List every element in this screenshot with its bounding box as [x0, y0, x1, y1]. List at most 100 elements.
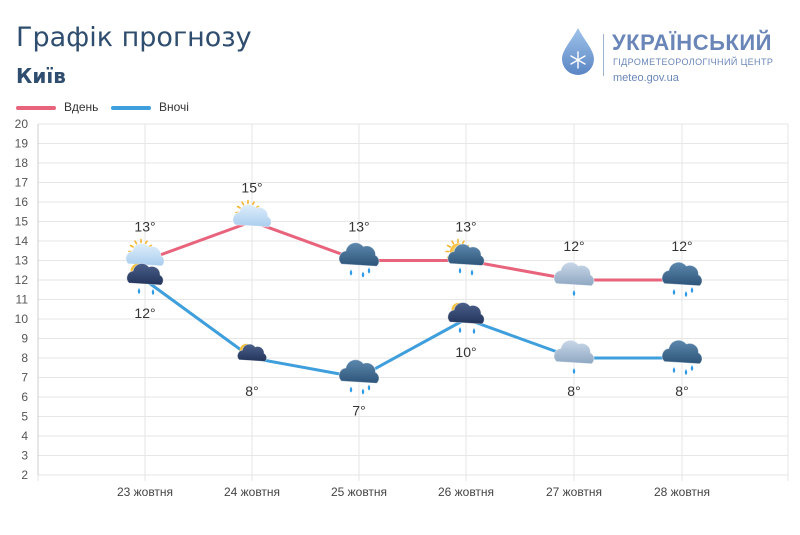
- night-value-label: 8°: [567, 383, 580, 399]
- y-tick-label: 10: [15, 312, 29, 326]
- y-tick-label: 13: [15, 254, 29, 268]
- y-tick-label: 7: [21, 371, 28, 385]
- moon-rain-cloud-icon: [447, 302, 485, 334]
- logo-subtitle: ГІДРОМЕТЕОРОЛОГІЧНИЙ ЦЕНТР: [613, 57, 774, 67]
- rain-drop: [361, 388, 365, 395]
- light-rain-cloud-icon: [553, 261, 595, 296]
- sun-ray: [461, 240, 465, 245]
- night-value-label: 12°: [134, 305, 155, 321]
- x-tick-label: 24 жовтня: [224, 485, 280, 499]
- legend-swatch-night: [111, 106, 151, 110]
- y-tick-label: 17: [15, 176, 29, 190]
- rain-drop: [572, 290, 576, 296]
- night-value-label: 8°: [675, 383, 688, 399]
- y-tick-label: 12: [15, 273, 29, 287]
- cloud-shape: [338, 359, 380, 384]
- rain-cloud-icon: [661, 261, 703, 297]
- series-line-day: [143, 220, 684, 282]
- day-value-label: 12°: [563, 238, 584, 254]
- day-value-label: 15°: [241, 180, 262, 196]
- series-line-night: [143, 278, 684, 379]
- day-value-label: 13°: [348, 219, 369, 235]
- rain-drop: [470, 269, 474, 276]
- sun-ray: [134, 240, 138, 245]
- rain-drop: [684, 369, 688, 375]
- sun-ray: [446, 244, 452, 248]
- cloud-shape: [447, 302, 485, 325]
- y-tick-label: 8: [21, 351, 28, 365]
- sun-ray: [451, 240, 455, 245]
- sun-cloud-icon: [125, 238, 165, 267]
- rain-drop: [367, 384, 371, 391]
- rain-drop: [458, 327, 462, 333]
- y-tick-label: 11: [16, 293, 29, 307]
- y-tick-label: 4: [21, 429, 28, 443]
- cloud-shape: [553, 261, 595, 287]
- rain-drop: [458, 267, 462, 274]
- cloud-shape: [125, 242, 165, 267]
- legend-label-night: Вночі: [159, 100, 189, 114]
- light-rain-cloud-icon: [553, 339, 595, 374]
- logo-name: УКРАЇНСЬКИЙ: [612, 30, 772, 55]
- rain-drop: [349, 269, 353, 276]
- y-tick-label: 18: [15, 156, 29, 170]
- moon-cloud-icon: [237, 343, 267, 362]
- rain-cloud-icon: [338, 242, 380, 278]
- sun-ray: [129, 244, 135, 248]
- logo-url[interactable]: meteo.gov.ua: [613, 72, 679, 84]
- cloud-shape: [338, 242, 380, 267]
- rain-drop: [472, 328, 476, 334]
- day-value-label: 13°: [134, 219, 155, 235]
- sun-ray: [144, 240, 148, 245]
- rain-drop: [367, 267, 371, 274]
- sun-ray: [236, 205, 242, 209]
- y-tick-label: 20: [15, 117, 29, 131]
- x-tick-label: 25 жовтня: [331, 485, 387, 499]
- y-tick-label: 19: [15, 137, 29, 151]
- cloud-shape: [237, 343, 267, 362]
- cloud-shape: [661, 261, 703, 287]
- x-tick-label: 23 жовтня: [117, 485, 173, 499]
- rain-drop: [572, 368, 576, 374]
- cloud-shape: [232, 203, 272, 228]
- y-tick-label: 6: [21, 390, 28, 404]
- sun-ray: [251, 201, 255, 206]
- cloud-shape: [447, 243, 485, 266]
- night-value-label: 10°: [455, 344, 476, 360]
- day-value-label: 13°: [455, 219, 476, 235]
- night-value-label: 8°: [245, 383, 258, 399]
- x-tick-label: 26 жовтня: [438, 485, 494, 499]
- x-tick-label: 28 жовтня: [654, 485, 710, 499]
- rain-drop: [151, 289, 155, 295]
- rain-drop: [349, 386, 353, 393]
- legend-label-day: Вдень: [64, 100, 99, 114]
- rain-cloud-icon: [338, 359, 380, 395]
- cloud-shape: [126, 263, 164, 286]
- y-tick-label: 14: [15, 234, 29, 248]
- y-tick-label: 3: [21, 449, 28, 463]
- page-title: Графік прогнозу: [16, 22, 252, 53]
- water-drop-icon: [562, 28, 594, 75]
- sun-ray: [241, 201, 245, 206]
- sun-cloud-icon: [232, 199, 272, 228]
- night-value-label: 7°: [352, 403, 365, 419]
- rain-drop: [361, 271, 365, 278]
- y-tick-label: 2: [21, 468, 28, 482]
- legend-swatch-day: [16, 106, 56, 110]
- logo-divider: [603, 34, 604, 76]
- cloud-shape: [553, 339, 595, 365]
- rain-drop: [672, 367, 676, 373]
- y-tick-label: 5: [21, 410, 28, 424]
- city-name: Київ: [16, 64, 66, 88]
- y-tick-label: 9: [21, 332, 28, 346]
- logo[interactable]: УКРАЇНСЬКИЙ ГІДРОМЕТЕОРОЛОГІЧНИЙ ЦЕНТР m…: [560, 26, 790, 88]
- rain-drop: [690, 365, 694, 371]
- x-tick-label: 27 жовтня: [546, 485, 602, 499]
- rain-drop: [137, 288, 141, 294]
- y-tick-label: 16: [15, 195, 29, 209]
- rain-drop: [672, 289, 676, 295]
- cloud-shape: [661, 339, 703, 365]
- y-tick-label: 15: [15, 215, 29, 229]
- sun-rain-cloud-icon: [445, 238, 485, 276]
